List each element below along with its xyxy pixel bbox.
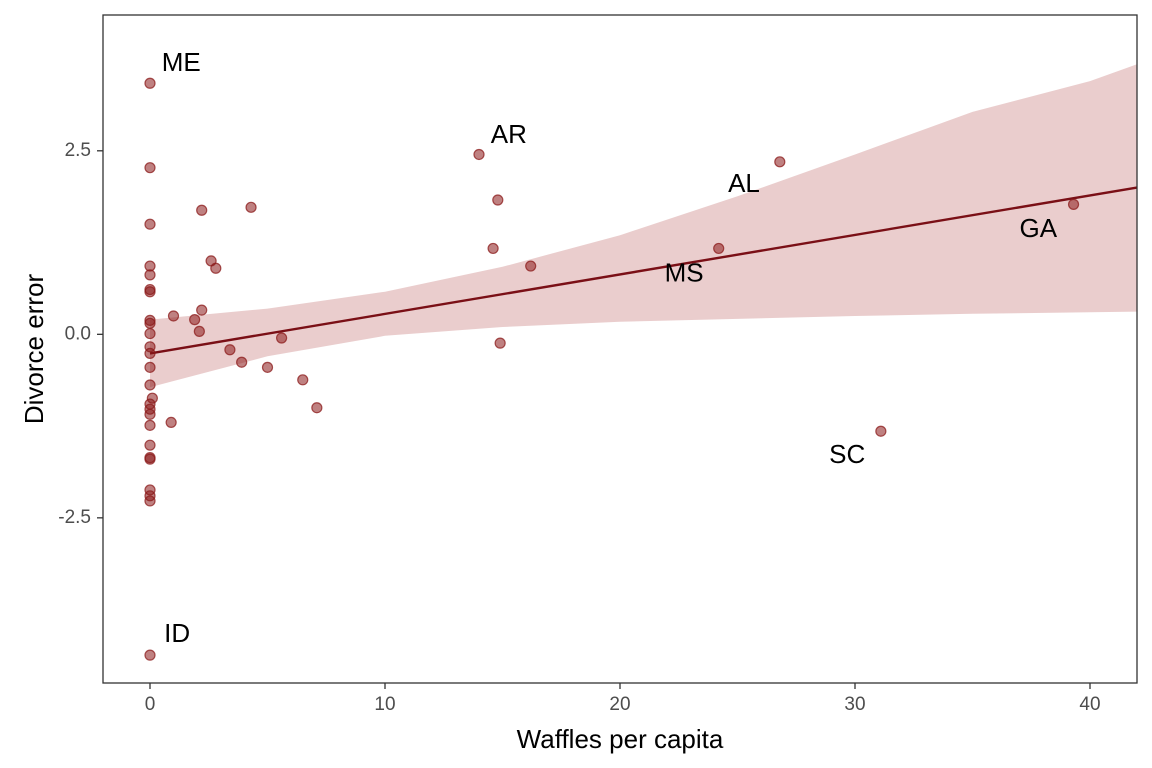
x-axis-ticks: 0 10 20 30 40 bbox=[145, 683, 1101, 715]
data-point bbox=[144, 286, 156, 298]
data-point bbox=[774, 156, 786, 168]
point-label: SC bbox=[829, 439, 865, 469]
data-point bbox=[144, 419, 156, 431]
confidence-band bbox=[150, 64, 1137, 388]
data-point bbox=[167, 310, 180, 322]
point-label: AL bbox=[728, 168, 760, 198]
data-point bbox=[165, 416, 177, 429]
data-point bbox=[196, 204, 208, 216]
data-point bbox=[713, 242, 725, 255]
data-point bbox=[311, 402, 323, 414]
data-point bbox=[245, 201, 257, 213]
regression-line bbox=[149, 186, 1138, 355]
x-tick-label: 30 bbox=[844, 694, 865, 715]
data-point bbox=[144, 218, 156, 230]
data-point bbox=[144, 361, 156, 373]
data-point bbox=[196, 304, 208, 316]
data-point bbox=[144, 408, 156, 420]
data-point bbox=[487, 242, 499, 255]
data-point bbox=[1067, 198, 1080, 210]
data-point bbox=[494, 337, 506, 349]
point-label: ME bbox=[162, 47, 201, 77]
data-point bbox=[189, 314, 201, 326]
data-point bbox=[144, 347, 156, 360]
data-point bbox=[144, 379, 156, 391]
data-point bbox=[144, 162, 156, 174]
point-label: GA bbox=[1020, 213, 1058, 243]
point-labels-layer: ME AR AL GA MS SC ID bbox=[162, 47, 1058, 648]
data-points-layer bbox=[144, 77, 1080, 661]
point-label: AR bbox=[491, 119, 527, 149]
data-point bbox=[144, 649, 156, 661]
point-label: MS bbox=[665, 258, 704, 288]
data-point bbox=[146, 392, 158, 404]
data-point bbox=[276, 332, 288, 344]
data-point bbox=[473, 148, 485, 161]
x-tick-label: 0 bbox=[145, 694, 156, 715]
data-point bbox=[144, 327, 156, 340]
data-point bbox=[525, 260, 537, 272]
data-point bbox=[261, 361, 274, 373]
y-tick-label: 2.5 bbox=[65, 140, 91, 161]
data-point bbox=[193, 325, 205, 337]
x-tick-label: 40 bbox=[1079, 694, 1100, 715]
x-tick-label: 10 bbox=[374, 694, 395, 715]
data-point bbox=[210, 262, 222, 274]
data-point bbox=[875, 425, 887, 437]
data-point bbox=[144, 495, 156, 507]
data-point bbox=[236, 356, 248, 368]
data-point bbox=[144, 439, 156, 451]
data-point bbox=[144, 317, 156, 329]
y-tick-label: 0.0 bbox=[65, 323, 91, 344]
y-axis-ticks: 2.5 0.0 -2.5 bbox=[58, 140, 103, 528]
data-point bbox=[224, 344, 236, 356]
y-tick-label: -2.5 bbox=[58, 507, 91, 528]
data-point bbox=[492, 194, 504, 206]
data-point bbox=[144, 269, 156, 281]
x-tick-label: 20 bbox=[609, 694, 630, 715]
data-point bbox=[297, 374, 309, 386]
regression-line-layer bbox=[149, 186, 1138, 355]
data-point bbox=[144, 453, 156, 465]
data-point bbox=[144, 77, 156, 89]
x-axis-title: Waffles per capita bbox=[517, 724, 724, 754]
y-axis-title: Divorce error bbox=[19, 274, 49, 425]
confidence-band-layer bbox=[150, 64, 1137, 388]
point-label: ID bbox=[164, 618, 190, 648]
